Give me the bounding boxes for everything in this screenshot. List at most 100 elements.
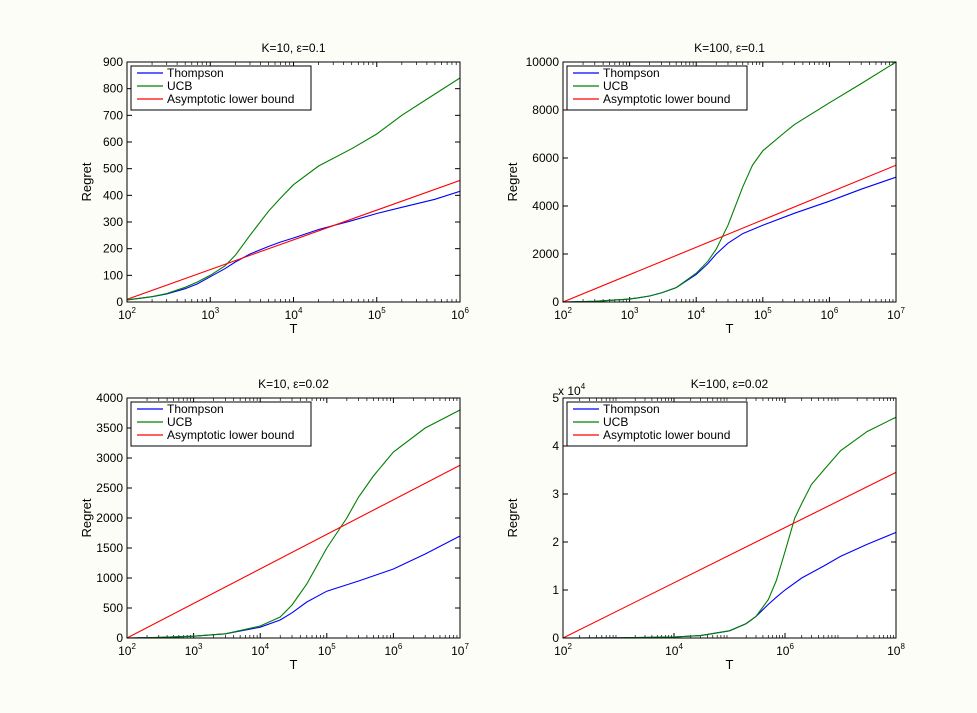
x-tick-label-base: 10 (665, 644, 679, 658)
legend-entry: Thompson (603, 66, 660, 80)
x-tick-label-exponent: 4 (701, 306, 706, 315)
x-tick-label: 106 (820, 306, 838, 322)
y-tick-label: 1500 (96, 541, 123, 555)
y-tick-label: 800 (103, 82, 123, 96)
x-tick-label-exponent: 2 (131, 306, 136, 315)
x-tick-label-exponent: 2 (567, 306, 572, 315)
x-tick-label-base: 10 (285, 308, 299, 322)
legend-entry: UCB (603, 79, 628, 93)
x-tick-label: 107 (451, 642, 469, 658)
legend-entry: Asymptotic lower bound (603, 92, 730, 106)
x-tick-label-base: 10 (451, 644, 465, 658)
x-tick-label-exponent: 4 (265, 642, 270, 651)
x-tick-label: 102 (554, 642, 572, 658)
x-tick-label-exponent: 7 (464, 642, 469, 651)
x-tick-label: 106 (451, 306, 469, 322)
x-tick-label: 103 (621, 306, 639, 322)
series-line-asymptotic-lower-bound (127, 464, 460, 638)
x-tick-label-base: 10 (554, 644, 568, 658)
y-tick-label: 500 (103, 162, 123, 176)
x-tick-label-base: 10 (820, 308, 834, 322)
legend-entry: Thompson (167, 66, 224, 80)
y-tick-label: 0 (552, 295, 559, 309)
y-tick-label: 2 (552, 535, 559, 549)
chart-title: K=100, ε=0.1 (694, 41, 765, 55)
x-tick-label-base: 10 (687, 308, 701, 322)
y-tick-label: 0 (552, 631, 559, 645)
y-tick-label: 400 (103, 188, 123, 202)
legend-entry: Asymptotic lower bound (167, 92, 294, 106)
x-tick-label-exponent: 3 (198, 642, 203, 651)
x-tick-label-base: 10 (754, 308, 768, 322)
legend-entry: UCB (167, 79, 192, 93)
y-tick-label: 8000 (532, 103, 559, 117)
x-tick-label-base: 10 (201, 308, 215, 322)
y-tick-label: 5 (552, 391, 559, 405)
series-line-thompson (127, 190, 460, 301)
x-tick-label-base: 10 (384, 644, 398, 658)
x-tick-label-base: 10 (118, 308, 132, 322)
legend-entry: UCB (167, 415, 192, 429)
x-tick-label-base: 10 (185, 644, 199, 658)
x-tick-label: 105 (318, 642, 336, 658)
x-tick-label-base: 10 (554, 308, 568, 322)
x-tick-label-base: 10 (251, 644, 265, 658)
y-tick-label: 4000 (96, 391, 123, 405)
series-line-asymptotic-lower-bound (127, 179, 460, 300)
y-multiplier-exponent: 4 (581, 382, 586, 391)
y-tick-label: 6000 (532, 151, 559, 165)
y-tick-label: 1000 (96, 571, 123, 585)
y-tick-label: 600 (103, 135, 123, 149)
x-tick-label-exponent: 5 (767, 306, 772, 315)
series-line-asymptotic-lower-bound (563, 471, 896, 638)
axes-frame (562, 397, 897, 639)
x-tick-label-base: 10 (451, 308, 465, 322)
x-tick-label: 103 (185, 642, 203, 658)
y-tick-label: 500 (103, 601, 123, 615)
y-tick-label: 2000 (96, 511, 123, 525)
chart-title: K=10, ε=0.02 (258, 377, 329, 391)
x-tick-label-exponent: 4 (298, 306, 303, 315)
legend-box (566, 401, 748, 447)
y-tick-label: 3000 (96, 451, 123, 465)
y-tick-label: 0 (116, 631, 123, 645)
series-line-ucb (563, 416, 896, 638)
x-tick-label: 102 (118, 642, 136, 658)
axes-frame (126, 61, 461, 303)
x-tick-label: 104 (285, 306, 303, 322)
x-tick-label-exponent: 4 (678, 642, 683, 651)
y-tick-label: 900 (103, 55, 123, 69)
x-tick-label-exponent: 8 (900, 642, 905, 651)
x-tick-label: 104 (665, 642, 683, 658)
legend-entry: UCB (603, 415, 628, 429)
x-tick-label-base: 10 (368, 308, 382, 322)
legend-entry: Thompson (603, 402, 660, 416)
x-axis-label: T (290, 657, 298, 672)
chart-title: K=10, ε=0.1 (261, 41, 325, 55)
x-tick-label: 106 (776, 642, 794, 658)
x-tick-label: 107 (887, 306, 905, 322)
chart-panel-3: K=10, ε=0.02 0 500 1000 1500 2000 2500 3000 3500… (79, 377, 469, 672)
x-axis-label: T (726, 657, 734, 672)
y-axis-label: Regret (505, 498, 520, 537)
x-tick-label: 104 (251, 642, 269, 658)
x-axis-label: T (290, 321, 298, 336)
x-tick-label: 108 (887, 642, 905, 658)
x-tick-label-base: 10 (318, 644, 332, 658)
x-tick-label: 102 (118, 306, 136, 322)
x-tick-label-base: 10 (887, 644, 901, 658)
x-tick-label-exponent: 7 (900, 306, 905, 315)
y-tick-label: 4 (552, 439, 559, 453)
y-tick-label: 4000 (532, 199, 559, 213)
legend-entry: Thompson (167, 402, 224, 416)
x-tick-label-exponent: 6 (834, 306, 839, 315)
series-line-asymptotic-lower-bound (563, 164, 896, 302)
x-tick-label-exponent: 5 (381, 306, 386, 315)
series-line-ucb (127, 77, 460, 301)
y-tick-label: 200 (103, 242, 123, 256)
y-tick-label: 300 (103, 215, 123, 229)
